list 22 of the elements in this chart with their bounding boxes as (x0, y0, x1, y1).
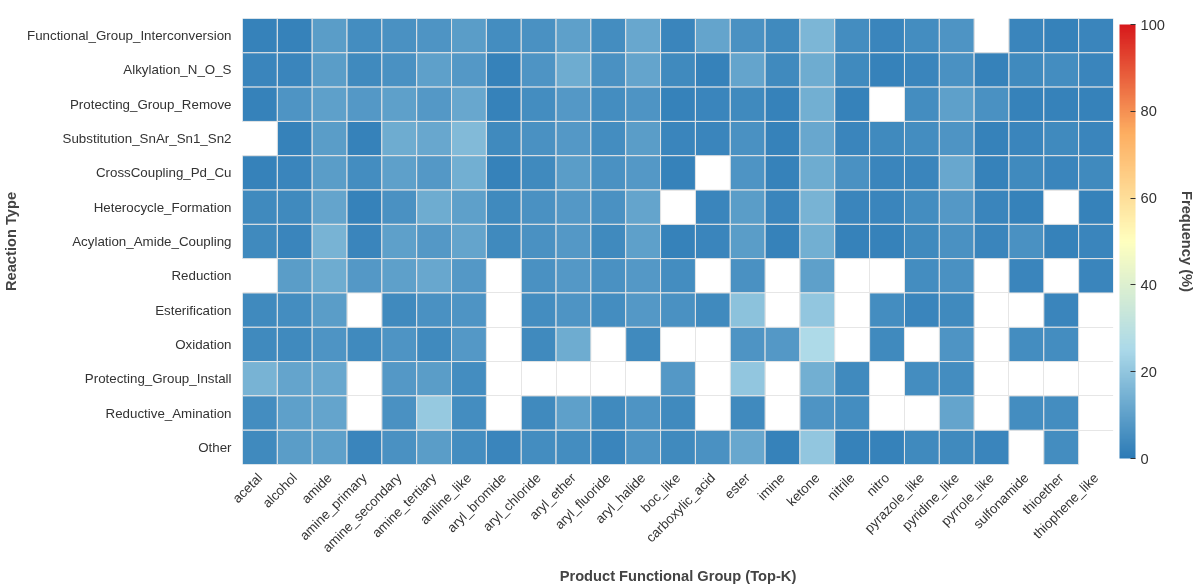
y-tick-label: Oxidation (175, 336, 232, 352)
y-tick-label: Esterification (155, 302, 232, 318)
color-bar-title: Frequency (%) (1178, 191, 1195, 293)
y-tick-label: Substitution_SnAr_Sn1_Sn2 (62, 131, 232, 147)
y-axis-title: Reaction Type (3, 191, 20, 292)
y-tick-label: Protecting_Group_Install (84, 371, 232, 387)
color-bar-label: 20 (1140, 363, 1157, 380)
y-tick-label: Reduction (171, 268, 232, 284)
color-bar-label: 60 (1140, 190, 1157, 207)
y-tick-label: Alkylation_N_O_S (123, 62, 232, 78)
y-tick-label: Acylation_Amide_Coupling (72, 234, 232, 249)
x-axis-title: Product Functional Group (Top-K) (559, 568, 797, 585)
y-tick-label: Reductive_Amination (105, 405, 232, 421)
y-tick-label: Heterocycle_Formation (93, 199, 232, 215)
y-tick-label: CrossCoupling_Pd_Cu (95, 165, 232, 181)
color-bar-label: 80 (1140, 103, 1157, 120)
color-bar-label: 0 (1140, 450, 1149, 467)
y-tick-label: Protecting_Group_Remove (69, 96, 232, 112)
color-bar-label: 40 (1140, 276, 1157, 293)
color-bar-label: 100 (1140, 16, 1165, 33)
y-tick-label: Other (198, 439, 233, 455)
y-tick-label: Functional_Group_Interconversion (27, 28, 232, 44)
